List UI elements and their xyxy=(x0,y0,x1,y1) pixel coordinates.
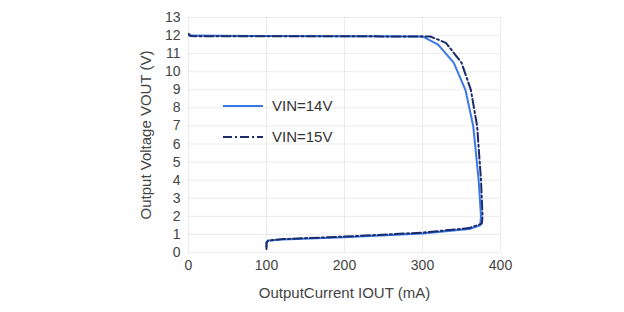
svg-text:13: 13 xyxy=(165,9,181,25)
svg-text:4: 4 xyxy=(173,172,181,188)
svg-text:Output Voltage VOUT (V): Output Voltage VOUT (V) xyxy=(137,51,154,220)
svg-text:3: 3 xyxy=(173,190,181,206)
html-text:VIN=14V: VIN=14V xyxy=(272,97,333,114)
svg-text:5: 5 xyxy=(173,154,181,170)
svg-text:0: 0 xyxy=(185,257,193,273)
svg-text:2: 2 xyxy=(173,208,181,224)
svg-text:200: 200 xyxy=(333,257,357,273)
svg-text:100: 100 xyxy=(255,257,279,273)
svg-text:1: 1 xyxy=(173,226,181,242)
svg-text:400: 400 xyxy=(489,257,513,273)
svg-text:6: 6 xyxy=(173,136,181,152)
svg-text:300: 300 xyxy=(411,257,435,273)
svg-text:8: 8 xyxy=(173,99,181,115)
svg-text:10: 10 xyxy=(165,63,181,79)
html-text:VIN=15V: VIN=15V xyxy=(272,128,333,145)
svg-text:7: 7 xyxy=(173,117,181,133)
svg-text:12: 12 xyxy=(165,27,181,43)
svg-text:11: 11 xyxy=(166,45,181,61)
svg-text:9: 9 xyxy=(173,81,181,97)
svg-text:0: 0 xyxy=(173,244,181,260)
svg-text:OutputCurrent IOUT (mA): OutputCurrent IOUT (mA) xyxy=(259,284,430,301)
